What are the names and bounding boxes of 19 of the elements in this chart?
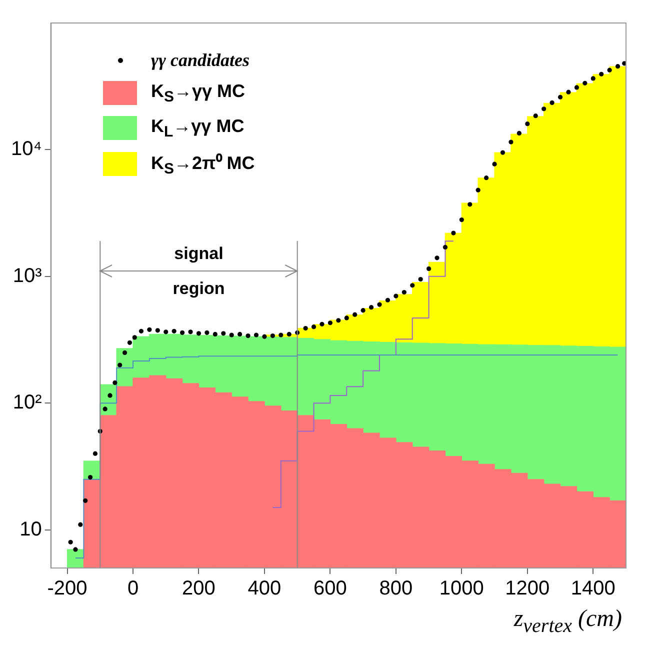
y-tick-label: 10 (20, 518, 42, 540)
y-tick-label: 10² (12, 392, 42, 414)
x-tick-label: 200 (182, 578, 216, 600)
annotation: signal region (172, 244, 225, 298)
y-tick-label: 10³ (12, 264, 42, 287)
legend-label: K$_{L}$→γγ MC (151, 116, 244, 140)
legend-label: K$_{S}$→γγ MC (151, 81, 246, 106)
legend-label: γγ candidates (151, 50, 250, 71)
x-tick-label: -200 (47, 578, 88, 600)
x-tick-label: 1400 (570, 578, 616, 600)
x-tick-label: 1000 (439, 578, 484, 600)
x-tick-label: 600 (314, 578, 347, 600)
x-axis-title: z$_{vertex}$ (cm) (512, 606, 623, 638)
x-tick-label: 800 (379, 578, 413, 600)
x-tick-label: 1200 (505, 578, 550, 600)
x-tick-label: 400 (248, 578, 282, 600)
x-tick-label: 0 (127, 578, 139, 600)
y-tick-label: 10⁴ (10, 138, 42, 160)
legend-label: K$_{S}$→2π⁰ MC (151, 152, 255, 178)
